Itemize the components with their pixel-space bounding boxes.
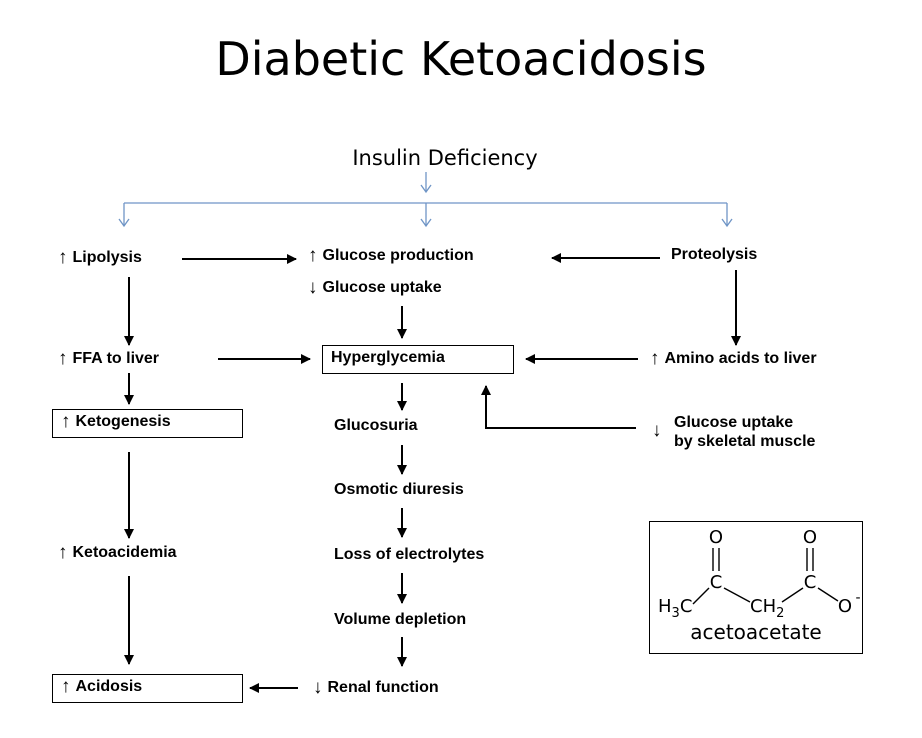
methylene-ch: CH xyxy=(750,596,776,617)
methyl-c: C xyxy=(680,596,693,617)
osmotic-diuresis-node: Osmotic diuresis xyxy=(334,480,464,500)
muscle-glucose-uptake-node: ↓ Glucose uptake by skeletal muscle xyxy=(652,413,902,453)
structure-bonds xyxy=(692,548,839,605)
glucosuria-node: Glucosuria xyxy=(334,416,418,436)
increase-arrow-icon: ↑ xyxy=(58,348,68,369)
acetoacetate-structure-diagram: O O C C H3C CH2 O - xyxy=(658,527,861,621)
methylene-group: CH2 xyxy=(750,596,784,621)
oxygen-atom-3: O xyxy=(838,596,852,617)
ketogenesis-box: ↑ Ketogenesis xyxy=(52,409,243,438)
oxygen-atom-2: O xyxy=(803,527,817,548)
insulin-branch-lines xyxy=(118,172,733,228)
decrease-arrow-icon: ↓ xyxy=(652,420,662,441)
flow-arrows xyxy=(124,253,741,693)
ffa-to-liver-node: ↑ FFA to liver xyxy=(58,349,159,369)
methyl-subscript: 3 xyxy=(672,606,680,621)
hyperglycemia-label: Hyperglycemia xyxy=(331,349,445,366)
carboxyl-carbon: C xyxy=(804,572,817,593)
oxygen-atom-1: O xyxy=(709,527,723,548)
acidosis-box: ↑ Acidosis xyxy=(52,674,243,703)
methyl-h: H xyxy=(658,596,672,617)
decrease-arrow-icon: ↓ xyxy=(313,677,323,698)
increase-arrow-icon: ↑ xyxy=(58,247,68,268)
loss-of-electrolytes-label: Loss of electrolytes xyxy=(334,546,485,563)
ketoacidemia-label: Ketoacidemia xyxy=(72,544,177,561)
glucose-production-node: ↑ Glucose production xyxy=(308,246,474,266)
muscle-glucose-uptake-text: Glucose uptake by skeletal muscle xyxy=(674,413,894,451)
proteolysis-node: Proteolysis xyxy=(671,245,757,265)
ketogenesis-label: Ketogenesis xyxy=(75,413,171,430)
acetoacetate-structure-box: O O C C H3C CH2 O - acetoacetate xyxy=(649,521,863,654)
slide-title: Diabetic Ketoacidosis xyxy=(215,32,707,86)
loss-of-electrolytes-node: Loss of electrolytes xyxy=(334,545,484,565)
hyperglycemia-box: Hyperglycemia xyxy=(322,345,514,374)
increase-arrow-icon: ↑ xyxy=(61,411,71,432)
muscle-uptake-line-1: Glucose uptake xyxy=(674,414,794,431)
acidosis-label: Acidosis xyxy=(75,678,143,695)
volume-depletion-label: Volume depletion xyxy=(334,611,467,628)
amino-acids-node: ↑ Amino acids to liver xyxy=(650,349,817,369)
decrease-arrow-icon: ↓ xyxy=(308,277,318,298)
renal-function-label: Renal function xyxy=(327,679,439,696)
lipolysis-label: Lipolysis xyxy=(72,249,142,266)
insulin-deficiency-label: Insulin Deficiency xyxy=(352,146,538,170)
glucose-uptake-node: ↓ Glucose uptake xyxy=(308,278,442,298)
lipolysis-node: ↑ Lipolysis xyxy=(58,248,142,268)
renal-function-node: ↓ Renal function xyxy=(313,678,439,698)
increase-arrow-icon: ↑ xyxy=(308,245,318,266)
increase-arrow-icon: ↑ xyxy=(650,348,660,369)
glucosuria-label: Glucosuria xyxy=(334,417,418,434)
amino-acids-label: Amino acids to liver xyxy=(664,350,817,367)
carbonyl-carbon-1: C xyxy=(710,572,723,593)
increase-arrow-icon: ↑ xyxy=(61,676,71,697)
muscle-uptake-line-2: by skeletal muscle xyxy=(674,433,816,450)
acetoacetate-caption: acetoacetate xyxy=(690,620,822,644)
increase-arrow-icon: ↑ xyxy=(58,542,68,563)
methyl-group: H3C xyxy=(658,596,692,621)
glucose-uptake-label: Glucose uptake xyxy=(322,279,442,296)
ffa-to-liver-label: FFA to liver xyxy=(72,350,160,367)
ketoacidemia-node: ↑ Ketoacidemia xyxy=(58,543,177,563)
osmotic-diuresis-label: Osmotic diuresis xyxy=(334,481,464,498)
volume-depletion-node: Volume depletion xyxy=(334,610,466,630)
proteolysis-label: Proteolysis xyxy=(671,246,758,263)
methylene-subscript: 2 xyxy=(776,606,784,621)
negative-charge: - xyxy=(855,590,860,606)
glucose-production-label: Glucose production xyxy=(322,247,474,264)
